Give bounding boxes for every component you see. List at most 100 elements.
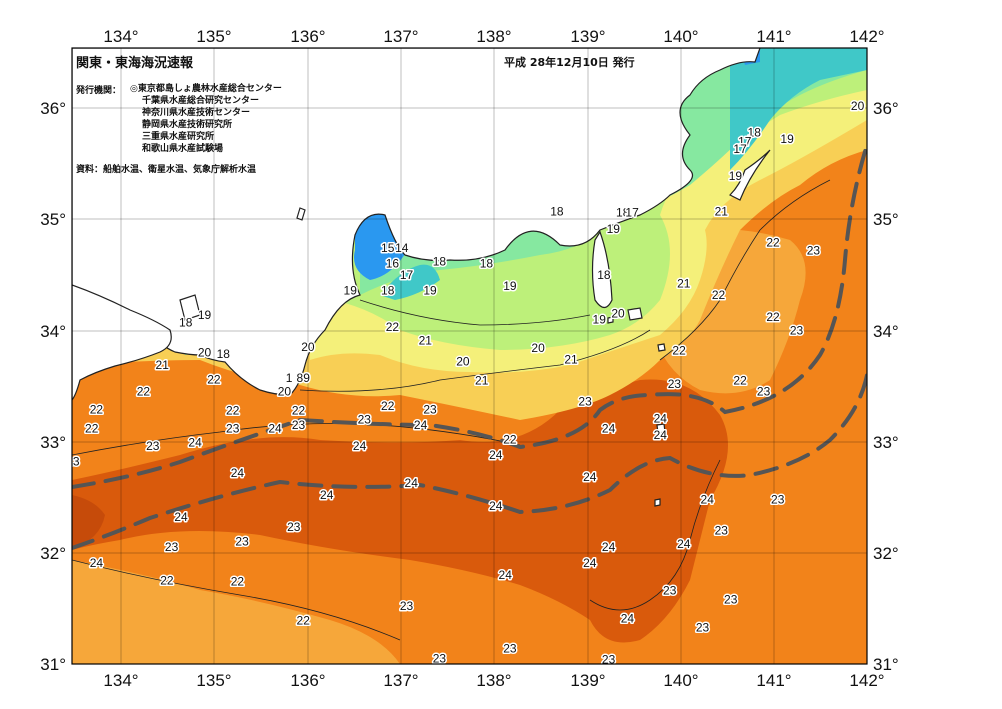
lon-tick-137-top: 137° bbox=[383, 27, 418, 46]
lat-tick-34-right: 34° bbox=[873, 322, 899, 341]
isotherm-label: 24 bbox=[231, 466, 245, 480]
isotherm-label: 24 bbox=[174, 510, 188, 524]
lon-tick-140-bottom: 140° bbox=[663, 671, 698, 690]
lon-tick-142-top: 142° bbox=[849, 27, 884, 46]
isotherm-label: 18 bbox=[179, 316, 193, 330]
lat-tick-35-left: 35° bbox=[40, 210, 66, 229]
isotherm-label: 23 bbox=[602, 653, 616, 667]
land-izu-peninsula bbox=[591, 230, 613, 309]
lat-tick-35-right: 35° bbox=[873, 210, 899, 229]
isotherm-label: 89 bbox=[297, 371, 311, 385]
sst-zone-24-kuroshio bbox=[72, 379, 728, 643]
isotherm-label: 22 bbox=[226, 404, 240, 418]
issuer-item: 神奈川県水産技術センター bbox=[142, 108, 251, 118]
isotherm-label: 19 bbox=[780, 132, 794, 146]
land-hachijo bbox=[656, 423, 666, 434]
isotherm-label: 18 bbox=[550, 205, 564, 219]
lat-tick-32-right: 32° bbox=[873, 544, 899, 563]
lat-tick-36-right: 36° bbox=[873, 99, 899, 118]
isotherm-label: 17 bbox=[625, 206, 639, 220]
isotherm-lines bbox=[72, 179, 831, 641]
isotherm-label: 22 bbox=[137, 385, 151, 399]
isotherm-label: 19 bbox=[607, 222, 621, 236]
isotherm-label: 20 bbox=[456, 355, 470, 369]
issuer-label: 発行機関： bbox=[76, 86, 122, 96]
issuer-item: 三重県水産研究所 bbox=[142, 132, 215, 142]
isotherm-label: 18 bbox=[381, 283, 395, 297]
isotherm-label: 24 bbox=[499, 568, 513, 582]
isotherm-label: 23 bbox=[807, 243, 821, 257]
isotherm-label: 19 bbox=[503, 279, 517, 293]
isotherm-label: 22 bbox=[85, 421, 99, 435]
lon-tick-142-bottom: 142° bbox=[849, 671, 884, 690]
lon-tick-141-bottom: 141° bbox=[756, 671, 791, 690]
lat-tick-33-left: 33° bbox=[40, 433, 66, 452]
isotherm-label: 22 bbox=[766, 310, 780, 324]
isotherm-label: 20 bbox=[531, 341, 545, 355]
isotherm-label: 23 bbox=[433, 651, 447, 665]
isotherm-label: 24 bbox=[268, 421, 282, 435]
lat-tick-32-left: 32° bbox=[40, 544, 66, 563]
isotherm-label: 23 bbox=[292, 418, 306, 432]
isotherm-label: 23 bbox=[66, 455, 80, 469]
isotherm-label: 23 bbox=[578, 395, 592, 409]
isotherm-label: 21 bbox=[677, 277, 691, 291]
latitude-ticks-left: 36° 35° 34° 33° 32° 31° bbox=[40, 99, 66, 674]
lon-tick-138-bottom: 138° bbox=[476, 671, 511, 690]
land-boso-peninsula bbox=[728, 149, 771, 201]
isotherm-label: 21 bbox=[156, 358, 170, 372]
issuer-list: ◎東京都島しょ農林水産総合センター 千葉県水産総合研究センター 神奈川県水産技術… bbox=[130, 83, 282, 155]
issuer-item: 和歌山県水産試験場 bbox=[142, 144, 224, 154]
isotherm-label: 23 bbox=[696, 620, 710, 634]
isotherm-label: 23 bbox=[235, 535, 249, 549]
land-miyake bbox=[657, 343, 666, 352]
isotherm-label: 18 bbox=[433, 255, 447, 269]
issue-date: 平成 28年12月10日 発行 bbox=[504, 56, 635, 69]
isotherm-label: 23 bbox=[771, 492, 785, 506]
isotherm-label: 21 bbox=[715, 205, 729, 219]
isotherm-label: 22 bbox=[292, 404, 306, 418]
isotherm-label: 23 bbox=[400, 599, 414, 613]
isotherm-label: 19 bbox=[729, 169, 743, 183]
lat-tick-31-left: 31° bbox=[40, 655, 66, 674]
isotherm-label: 22 bbox=[381, 399, 395, 413]
isotherm-label: 18 bbox=[480, 257, 494, 271]
isotherm-label: 24 bbox=[654, 428, 668, 442]
isotherm-label: 18 bbox=[748, 126, 762, 140]
isotherm-label: 22 bbox=[207, 372, 221, 386]
isotherm-label: 17 bbox=[400, 268, 414, 282]
isotherm-label: 24 bbox=[90, 556, 104, 570]
land-aogashima bbox=[654, 498, 661, 507]
graticule bbox=[72, 48, 867, 664]
isotherm-label: 24 bbox=[602, 540, 616, 554]
isotherm-label: 23 bbox=[146, 439, 160, 453]
data-source: 資料：船舶水温、衛星水温、気象庁解析水温 bbox=[76, 165, 257, 175]
isotherm-label: 1 bbox=[286, 371, 293, 385]
isotherm-label: 22 bbox=[672, 343, 686, 357]
isotherm-label: 22 bbox=[90, 402, 104, 416]
isotherm-label: 17 bbox=[738, 134, 752, 148]
lat-tick-34-left: 34° bbox=[40, 322, 66, 341]
land-sado bbox=[296, 207, 306, 221]
lon-tick-139-bottom: 139° bbox=[570, 671, 605, 690]
isotherm-label: 24 bbox=[654, 411, 668, 425]
longitude-ticks-bottom: 134° 135° 136° 137° 138° 139° 140° 141° … bbox=[103, 671, 884, 690]
sst-zone-17 bbox=[730, 48, 867, 170]
issuer-item: ◎東京都島しょ農林水産総合センター bbox=[130, 84, 282, 94]
map-title: 関東・東海海況速報 bbox=[76, 56, 194, 71]
isotherm-label: 23 bbox=[165, 540, 179, 554]
isotherm-label: 19 bbox=[423, 283, 437, 297]
isotherm-label: 14 bbox=[395, 241, 409, 255]
isotherm-label: 20 bbox=[278, 385, 292, 399]
lon-tick-139-top: 139° bbox=[570, 27, 605, 46]
isotherm-label: 22 bbox=[231, 575, 245, 589]
lon-tick-136-top: 136° bbox=[290, 27, 325, 46]
issuer-item: 千葉県水産総合研究センター bbox=[142, 96, 260, 106]
isotherm-label: 24 bbox=[621, 611, 635, 625]
isotherm-label: 23 bbox=[663, 584, 677, 598]
isotherm-label: 19 bbox=[344, 283, 358, 297]
kuroshio-axis bbox=[72, 143, 867, 550]
isotherm-label: 23 bbox=[226, 421, 240, 435]
isotherm-label: 24 bbox=[414, 418, 428, 432]
